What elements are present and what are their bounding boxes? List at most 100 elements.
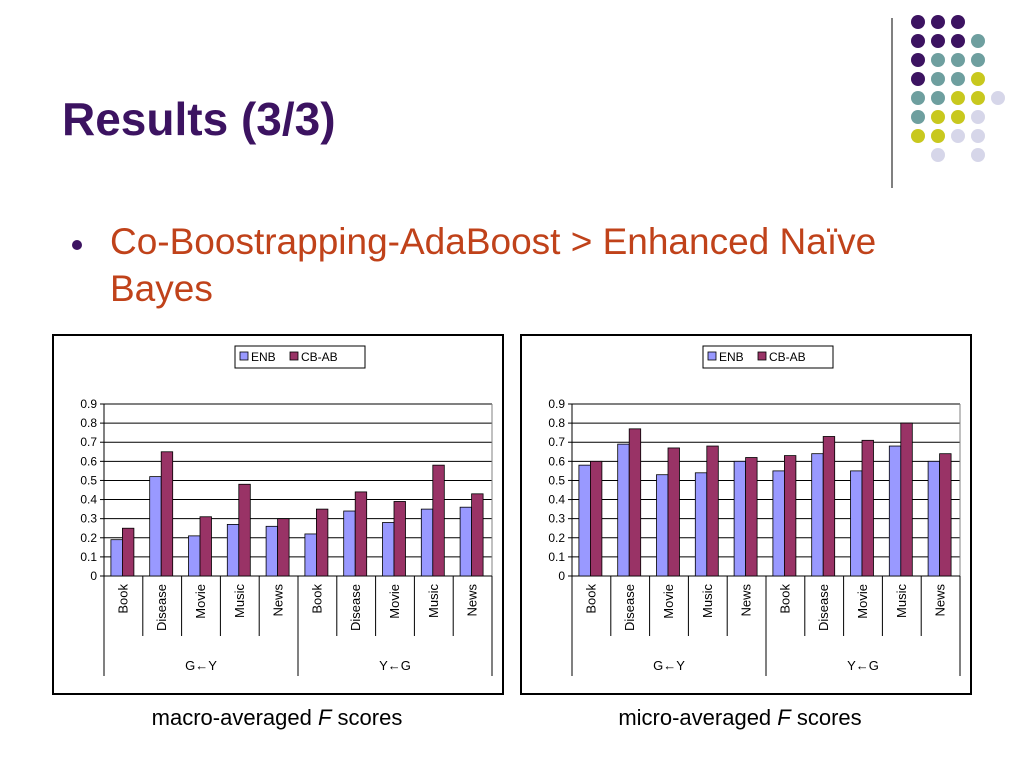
decorative-dot	[931, 72, 945, 86]
x-tick-label: Music	[700, 584, 715, 618]
decorative-dot	[971, 110, 985, 124]
decorative-dot	[911, 34, 925, 48]
y-tick-label: 0.9	[80, 397, 97, 411]
decorative-dot	[971, 91, 985, 105]
bullet-icon	[72, 240, 82, 250]
legend-label: ENB	[719, 350, 744, 364]
legend-swatch-enb	[239, 351, 249, 361]
decorative-dot	[951, 72, 965, 86]
x-tick-label: Movie	[387, 584, 402, 619]
legend-label: ENB	[251, 350, 276, 364]
x-tick-label: Book	[309, 584, 324, 614]
bar-enb	[226, 523, 240, 577]
x-tick-label: News	[739, 584, 754, 617]
legend-box	[234, 345, 366, 369]
bar-cbab	[354, 491, 368, 577]
y-tick-label: 0.1	[80, 550, 97, 564]
bar-enb	[656, 474, 669, 577]
caption-prefix: macro-averaged	[151, 705, 318, 730]
bar-cbab	[783, 455, 797, 577]
decorative-dot	[911, 110, 925, 124]
bar-cbab	[393, 501, 406, 577]
decorative-dot	[911, 53, 925, 67]
bar-enb	[617, 443, 630, 577]
bar-enb	[149, 476, 162, 577]
y-tick-label: 0	[90, 569, 97, 583]
bar-cbab	[706, 445, 719, 577]
bar-enb	[110, 539, 123, 577]
y-tick-label: 0.5	[80, 473, 97, 487]
decorative-dot	[911, 15, 925, 29]
y-tick-label: 0.4	[548, 493, 565, 507]
bar-enb	[772, 470, 785, 577]
legend-swatch-enb	[707, 351, 717, 361]
bar-cbab	[822, 436, 836, 577]
bar-enb	[811, 453, 824, 577]
x-tick-label: Book	[115, 584, 130, 614]
bar-cbab	[122, 527, 135, 577]
x-tick-label: Book	[583, 584, 598, 614]
decorative-dot	[951, 15, 965, 29]
bar-enb	[733, 460, 747, 577]
decorative-dot	[931, 91, 945, 105]
macro-f-caption: macro-averaged F scores	[127, 705, 427, 731]
slide-title: Results (3/3)	[62, 93, 336, 145]
group-label: G←Y	[653, 658, 685, 673]
bar-cbab	[667, 447, 680, 577]
caption-variable: F	[317, 705, 332, 730]
x-tick-label: Book	[777, 584, 792, 614]
caption-prefix: micro-averaged	[618, 705, 778, 730]
decorative-dot	[931, 34, 945, 48]
micro-f-chart-svg: ENB CB-AB 0 0.1 0.2 0.3 0.4 0.5 0.6 0.7 0.8 0.9 Book…	[548, 345, 961, 676]
bar-enb	[382, 522, 395, 577]
bar-cbab	[432, 464, 445, 577]
bar-enb	[188, 535, 201, 577]
chart-legend: ENB CB-AB	[702, 345, 834, 369]
legend-swatch-cbab	[289, 351, 299, 361]
x-tick-label: Disease	[816, 584, 831, 631]
bar-cbab	[939, 453, 952, 577]
x-tick-label: Disease	[154, 584, 169, 631]
x-tick-label: Music	[426, 584, 441, 618]
group-label: G←Y	[185, 658, 217, 673]
decorative-dot	[911, 91, 925, 105]
x-tick-label: Movie	[661, 584, 676, 619]
legend-label: CB-AB	[769, 350, 806, 364]
caption-suffix: scores	[790, 705, 862, 730]
bar-enb	[459, 506, 473, 577]
bar-cbab	[199, 516, 212, 577]
y-tick-label: 0.3	[80, 512, 97, 526]
x-tick-label: Music	[232, 584, 247, 618]
x-tick-label: News	[271, 584, 286, 617]
x-tick-label: Disease	[348, 584, 363, 631]
bar-enb	[850, 470, 863, 577]
bar-cbab	[471, 493, 484, 577]
decorative-dot	[951, 91, 965, 105]
decorative-dot	[911, 129, 925, 143]
y-tick-label: 0.6	[80, 454, 97, 468]
x-tick-label: News	[465, 584, 480, 617]
decorative-dot	[911, 72, 925, 86]
y-tick-label: 0.4	[80, 493, 97, 507]
y-tick-label: 0.7	[80, 435, 97, 449]
y-tick-label: 0	[558, 569, 565, 583]
y-tick-label: 0.6	[548, 454, 565, 468]
x-tick-label: Movie	[855, 584, 870, 619]
y-tick-label: 0.2	[548, 531, 565, 545]
decorative-dot	[931, 148, 945, 162]
x-tick-label: Disease	[622, 584, 637, 631]
bar-enb	[927, 460, 941, 577]
x-tick-label: Music	[894, 584, 909, 618]
legend-swatch-cbab	[757, 351, 767, 361]
decorative-dot	[971, 72, 985, 86]
bar-enb	[265, 525, 279, 577]
bullet-text: Co-Boostrapping-AdaBoost > Enhanced Naïv…	[110, 221, 877, 309]
bar-enb	[420, 508, 434, 577]
x-tick-label: Movie	[193, 584, 208, 619]
bar-cbab	[745, 457, 758, 577]
decorative-dot-grid	[911, 15, 1005, 162]
bar-cbab	[590, 460, 603, 577]
decorative-dot	[951, 129, 965, 143]
y-tick-label: 0.2	[80, 531, 97, 545]
macro-f-chart: ENB CB-AB 0 0.1 0.2 0.3 0.4 0.5 0.6 0.7 0.8 0.9 Book…	[52, 334, 504, 695]
